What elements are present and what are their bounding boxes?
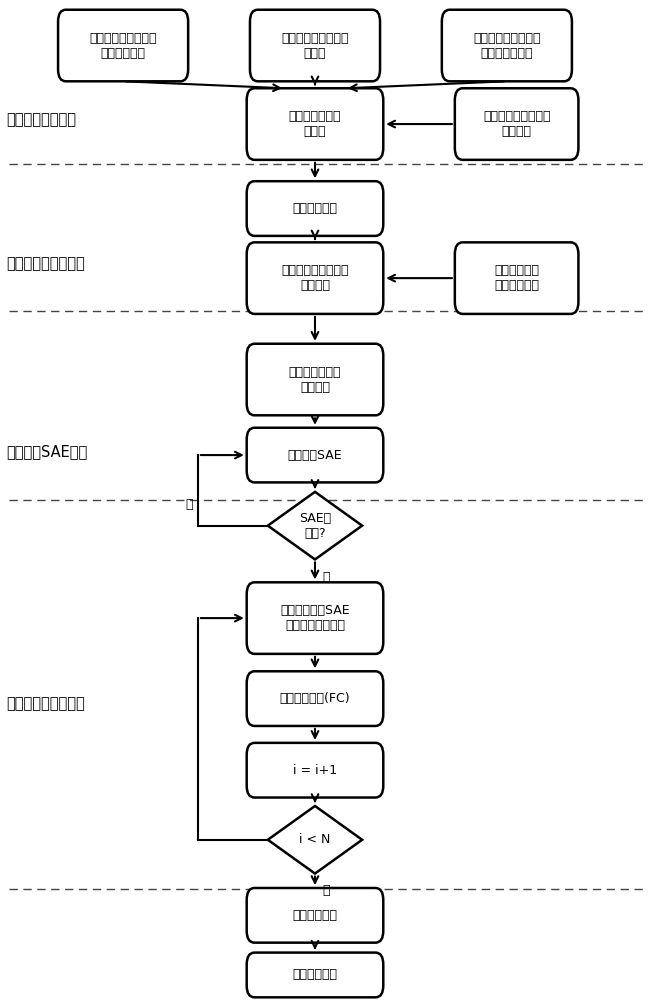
Text: i < N: i < N [299,833,331,846]
FancyBboxPatch shape [250,10,380,81]
FancyBboxPatch shape [247,743,383,798]
FancyBboxPatch shape [247,88,383,160]
FancyBboxPatch shape [247,242,383,314]
FancyBboxPatch shape [247,582,383,654]
FancyBboxPatch shape [247,181,383,236]
Text: 输出预测信号: 输出预测信号 [293,909,337,922]
Text: SAE已
训练?: SAE已 训练? [299,512,331,540]
FancyBboxPatch shape [455,242,579,314]
Text: i = i+1: i = i+1 [293,764,337,777]
Polygon shape [268,806,362,874]
FancyBboxPatch shape [58,10,188,81]
Text: 数据降噪处理: 数据降噪处理 [293,202,337,215]
Text: 是: 是 [323,571,331,584]
FancyBboxPatch shape [247,953,383,997]
Text: 数据融合、归一化、
数据划分: 数据融合、归一化、 数据划分 [281,264,349,292]
Text: 模型效果评估: 模型效果评估 [293,968,337,981]
Text: 第四步：全网络训练: 第四步：全网络训练 [6,696,85,711]
Text: 逐层训练SAE: 逐层训练SAE [288,449,342,462]
Text: 获取多种加工参数下
主轴和夹具振动: 获取多种加工参数下 主轴和夹具振动 [473,32,541,60]
FancyBboxPatch shape [247,888,383,943]
Text: 设置网络结构和
网络参数: 设置网络结构和 网络参数 [289,366,341,394]
Text: 是: 是 [323,884,331,897]
Text: 否: 否 [185,498,193,511]
Text: 第三步：SAE训练: 第三步：SAE训练 [6,445,87,460]
FancyBboxPatch shape [247,344,383,415]
Text: 第二步：数据预处理: 第二步：数据预处理 [6,256,85,271]
Polygon shape [268,492,362,559]
Text: 训练全连接层(FC): 训练全连接层(FC) [279,692,350,705]
Text: 第一步：数据获取: 第一步：数据获取 [6,113,76,128]
Text: 获取锤击频响函数和
模态频率: 获取锤击频响函数和 模态频率 [483,110,550,138]
Text: 不同配合下的
四种加工参数: 不同配合下的 四种加工参数 [494,264,539,292]
FancyBboxPatch shape [442,10,572,81]
FancyBboxPatch shape [247,428,383,482]
Text: 特征提取、分析
和对比: 特征提取、分析 和对比 [289,110,341,138]
Text: 获取多种加工参数下
三相主轴电流: 获取多种加工参数下 三相主轴电流 [89,32,157,60]
Text: 获取多种加工参数下
切削力: 获取多种加工参数下 切削力 [281,32,349,60]
FancyBboxPatch shape [455,88,579,160]
FancyBboxPatch shape [247,671,383,726]
Text: 在预训练好的SAE
网络层参数下训练: 在预训练好的SAE 网络层参数下训练 [280,604,350,632]
